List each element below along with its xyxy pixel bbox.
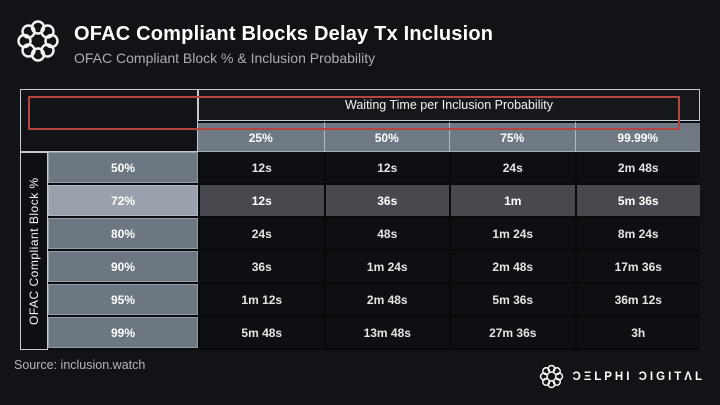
row-group-header: OFAC Compliant Block %	[20, 152, 48, 350]
column-header-75: 75%	[449, 121, 575, 152]
table-cell-highlighted: 1m	[449, 185, 575, 218]
table-cell: 24s	[198, 218, 324, 251]
row-label-80: 80%	[48, 218, 198, 251]
table-cell: 2m 48s	[323, 284, 449, 317]
table-cell: 3h	[574, 317, 700, 350]
table-cell: 5m 48s	[198, 317, 324, 350]
table-cell: 24s	[449, 152, 575, 185]
table-cell: 2m 48s	[449, 251, 575, 284]
table-cell: 17m 36s	[574, 251, 700, 284]
table-cell-highlighted: 12s	[198, 185, 324, 218]
delphi-knot-logo-icon	[17, 20, 59, 62]
page-header: OFAC Compliant Blocks Delay Tx Inclusion…	[14, 15, 493, 67]
table-cell-highlighted: 5m 36s	[574, 185, 700, 218]
table-cell-highlighted: 36s	[323, 185, 449, 218]
source-caption: Source: inclusion.watch	[14, 358, 146, 372]
delphi-knot-logo-icon	[539, 364, 563, 389]
table-cell: 36s	[198, 251, 324, 284]
table-cell: 1m 12s	[198, 284, 324, 317]
table-cell: 5m 36s	[449, 284, 575, 317]
column-header-25: 25%	[198, 121, 324, 152]
table-cell: 2m 48s	[574, 152, 700, 185]
table-cell: 13m 48s	[323, 317, 449, 350]
brand-lockup: ƆΞLPHI ƆIGITΛL	[538, 363, 705, 390]
row-label-90: 90%	[48, 251, 198, 284]
brand-wordmark: ƆΞLPHI ƆIGITΛL	[572, 370, 705, 383]
table-cell: 27m 36s	[449, 317, 575, 350]
table-corner-cell	[20, 89, 198, 152]
page-subtitle: OFAC Compliant Block % & Inclusion Proba…	[74, 50, 376, 66]
row-label-99: 99%	[48, 317, 198, 350]
row-label-50: 50%	[48, 152, 198, 185]
table-cell: 1m 24s	[323, 251, 449, 284]
page-title: OFAC Compliant Blocks Delay Tx Inclusion	[74, 23, 494, 45]
table-cell: 12s	[198, 152, 324, 185]
row-label-95: 95%	[48, 284, 198, 317]
table-cell: 12s	[323, 152, 449, 185]
table-cell: 48s	[323, 218, 449, 251]
row-label-72-highlighted: 72%	[48, 185, 198, 218]
inclusion-probability-table: Waiting Time per Inclusion Probability 2…	[20, 89, 700, 350]
table-cell: 1m 24s	[449, 218, 575, 251]
column-header-50: 50%	[323, 121, 449, 152]
table-cell: 8m 24s	[574, 218, 700, 251]
column-group-header: Waiting Time per Inclusion Probability	[198, 89, 700, 121]
table-cell: 36m 12s	[574, 284, 700, 317]
column-header-9999: 99.99%	[574, 121, 700, 152]
